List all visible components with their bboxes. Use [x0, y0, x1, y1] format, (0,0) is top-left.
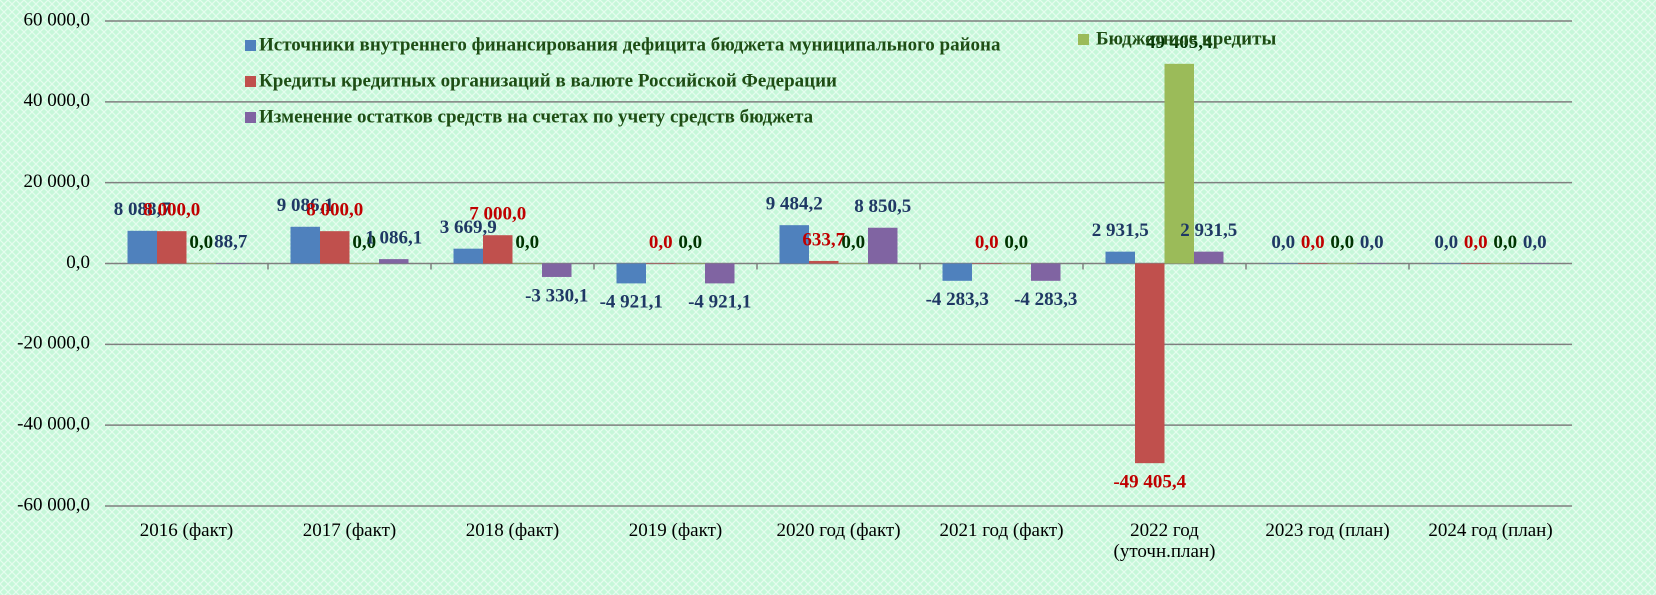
bar — [675, 263, 705, 264]
x-tick-label: 2023 год (план) — [1265, 520, 1390, 541]
bar — [1105, 251, 1135, 264]
value-label: 8 000,0 — [143, 200, 200, 221]
bar — [379, 259, 409, 264]
bar — [1194, 251, 1224, 264]
bar — [483, 235, 513, 264]
bar — [616, 263, 646, 284]
bar — [838, 263, 868, 264]
bar — [972, 263, 1002, 264]
x-tick-label: 2017 (факт) — [302, 520, 397, 541]
legend-label: Бюджетные кредиты — [1096, 28, 1276, 49]
bar — [1520, 263, 1550, 264]
value-label: 49 405,4 — [1146, 32, 1213, 53]
bar — [157, 231, 187, 264]
value-label: 8 850,5 — [854, 196, 911, 217]
value-label: 0,0 — [1464, 232, 1488, 253]
bar — [512, 263, 542, 264]
y-tick-label: 20 000,0 — [24, 171, 91, 192]
value-label: 0,0 — [1360, 232, 1384, 253]
bar — [1357, 263, 1387, 264]
value-label: 0,0 — [678, 232, 702, 253]
x-tick-label: 2018 (факт) — [465, 520, 560, 541]
bar — [1031, 263, 1061, 281]
value-label: 8 000,0 — [306, 200, 363, 221]
bar — [1001, 263, 1031, 264]
legend-label: Источники внутреннего финансирования деф… — [259, 34, 1001, 55]
bar — [349, 263, 379, 264]
value-label: 9 484,2 — [766, 194, 823, 215]
bar — [216, 263, 246, 264]
value-label: 8 088,7 — [114, 199, 172, 220]
bar — [779, 225, 809, 264]
value-label: -4 921,1 — [600, 292, 663, 313]
y-tick-label: 0,0 — [66, 252, 90, 273]
legend-swatch — [1078, 34, 1089, 45]
bar — [1164, 63, 1194, 264]
x-tick-label: 2019 (факт) — [628, 520, 723, 541]
value-label: -3 330,1 — [525, 285, 588, 306]
bar — [1135, 263, 1165, 464]
value-label: 0,0 — [515, 232, 539, 253]
legend-swatch — [245, 40, 256, 51]
y-tick-label: -40 000,0 — [17, 414, 90, 435]
legend-label: Кредиты кредитных организаций в валюте Р… — [259, 70, 837, 91]
value-label: 0,0 — [1271, 232, 1295, 253]
bar — [1490, 263, 1520, 264]
bar — [1268, 263, 1298, 264]
value-label: 0,0 — [1523, 232, 1547, 253]
value-label: 0,0 — [1493, 232, 1517, 253]
value-label: 88,7 — [214, 232, 248, 253]
y-tick-label: 60 000,0 — [24, 9, 91, 30]
y-tick-label: 40 000,0 — [24, 90, 91, 111]
bar — [290, 226, 320, 264]
x-tick-label: 2020 год (факт) — [776, 520, 901, 541]
value-label: -4 283,3 — [1014, 289, 1077, 310]
bar — [1327, 263, 1357, 264]
value-label: -49 405,4 — [1113, 472, 1186, 493]
value-label: 7 000,0 — [469, 204, 526, 225]
value-label: 2 931,5 — [1180, 220, 1237, 241]
value-label: 0,0 — [1004, 232, 1028, 253]
legend-label: Изменение остатков средств на счетах по … — [259, 106, 814, 127]
value-label: 633,7 — [802, 229, 845, 250]
x-tick-label: 2016 (факт) — [139, 520, 234, 541]
x-tick-label: 2024 год (план) — [1428, 520, 1553, 541]
bar — [186, 263, 216, 264]
bar — [646, 263, 676, 264]
bar — [542, 263, 572, 277]
value-label: 0,0 — [1301, 232, 1325, 253]
value-label: 0,0 — [1330, 232, 1354, 253]
bar — [705, 263, 735, 284]
legend-swatch — [245, 112, 256, 123]
value-label: -4 283,3 — [926, 289, 989, 310]
value-label: 0,0 — [649, 232, 673, 253]
value-label: 3 669,9 — [440, 217, 497, 238]
bar — [1298, 263, 1328, 264]
legend-swatch — [245, 76, 256, 87]
value-label: 0,0 — [352, 232, 376, 253]
value-label: 0,0 — [841, 232, 865, 253]
bar — [1461, 263, 1491, 264]
bar — [868, 227, 898, 264]
value-label: 0,0 — [189, 232, 213, 253]
x-tick-label: 2022 год (уточн.план) — [1113, 520, 1216, 562]
bar — [1431, 263, 1461, 264]
value-label: -4 921,1 — [688, 292, 751, 313]
y-tick-label: -20 000,0 — [17, 333, 90, 354]
bar — [453, 248, 483, 264]
x-tick-label: 2021 год (факт) — [939, 520, 1064, 541]
value-label: 0,0 — [1434, 232, 1458, 253]
value-label: 1 086,1 — [365, 227, 422, 248]
bar — [127, 230, 157, 264]
bar — [809, 260, 839, 264]
value-label: 0,0 — [975, 232, 999, 253]
y-tick-label: -60 000,0 — [17, 494, 90, 515]
value-label: 9 086,1 — [277, 195, 334, 216]
bar — [942, 263, 972, 281]
bar — [320, 231, 350, 264]
value-label: 2 931,5 — [1092, 220, 1149, 241]
